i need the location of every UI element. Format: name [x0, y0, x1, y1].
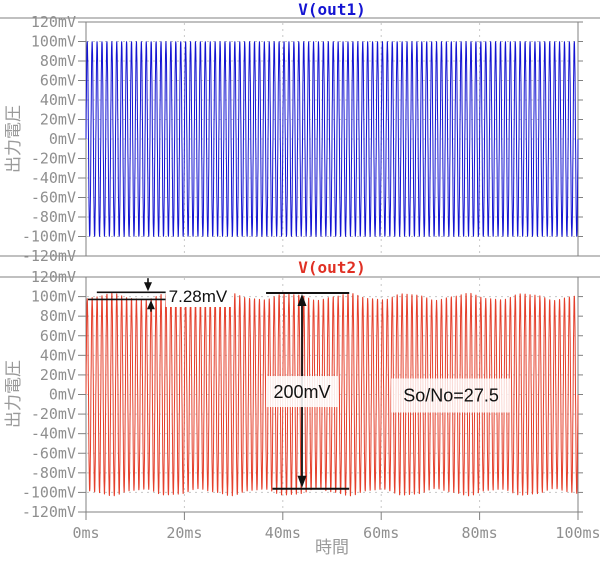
y-tick-label: 100mV: [31, 288, 76, 306]
y-tick-label: -40mV: [31, 425, 76, 443]
x-tick-label: 0ms: [72, 524, 99, 542]
ripple-label-bg: [165, 283, 232, 307]
arrowhead-up: [297, 293, 307, 306]
y-tick-label: 0mV: [49, 386, 76, 404]
y-tick-label: 100mV: [31, 33, 76, 51]
waveform-V(out1): [85, 41, 579, 237]
y-tick-label: 120mV: [31, 13, 76, 31]
snr-label-bg: [391, 378, 512, 413]
y-tick-label: 40mV: [40, 91, 76, 109]
ripple-label: 7.28mV: [169, 287, 228, 306]
snr-label: So/No=27.5: [403, 385, 499, 405]
arrowhead-down: [297, 475, 307, 488]
y-tick-label: -60mV: [31, 444, 76, 462]
y-tick-label: 60mV: [40, 327, 76, 345]
y-tick-label: -20mV: [31, 150, 76, 168]
pane1-title: V(out1): [298, 0, 365, 19]
pane2-title: V(out2): [298, 258, 365, 277]
span-label: 200mV: [273, 382, 330, 402]
y-tick-label: 20mV: [40, 111, 76, 129]
y-tick-label: -100mV: [22, 228, 76, 246]
x-tick-label: 60ms: [363, 524, 399, 542]
arrowhead-up: [146, 300, 155, 310]
arrowhead-down: [143, 282, 152, 292]
y-tick-label: -40mV: [31, 169, 76, 187]
y-tick-label: 40mV: [40, 346, 76, 364]
y-tick-label: 80mV: [40, 307, 76, 325]
y-tick-label: 20mV: [40, 366, 76, 384]
pane2-ylabel: 出力電圧: [4, 360, 24, 428]
y-tick-label: 80mV: [40, 52, 76, 70]
y-tick-label: -120mV: [22, 503, 76, 521]
y-tick-label: -100mV: [22, 483, 76, 501]
y-tick-label: -20mV: [31, 405, 76, 423]
x-tick-label: 80ms: [462, 524, 498, 542]
span-label-bg: [265, 376, 338, 408]
pane1-ylabel: 出力電圧: [4, 105, 24, 173]
y-tick-label: 60mV: [40, 72, 76, 90]
annotation-layer: 7.28mV 200mV So/No=27.5: [87, 278, 512, 490]
y-tick-label: -60mV: [31, 189, 76, 207]
x-tick-label: 100ms: [555, 524, 600, 542]
tick-layer: 120mV100mV80mV60mV40mV20mV0mV-20mV-40mV-…: [22, 13, 600, 542]
y-tick-label: -80mV: [31, 208, 76, 226]
x-tick-label: 40ms: [265, 524, 301, 542]
y-tick-label: 120mV: [31, 268, 76, 286]
y-tick-label: 0mV: [49, 130, 76, 148]
y-tick-label: -80mV: [31, 464, 76, 482]
x-axis-label: 時間: [315, 538, 349, 558]
y-tick-label: -120mV: [22, 247, 76, 265]
x-tick-label: 20ms: [166, 524, 202, 542]
